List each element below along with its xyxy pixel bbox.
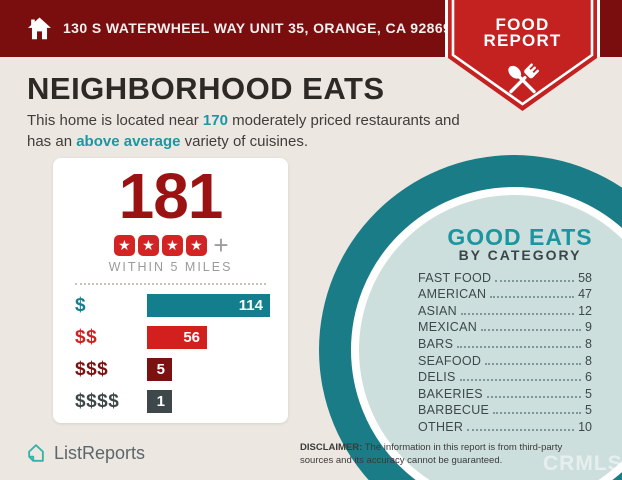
category-label: BARS [418,336,454,351]
price-bars: $114 $$ 56 $$$ 5 $$$$ 1 [75,294,275,422]
dotted-leader [461,312,575,315]
star-icon: ★ [161,234,183,256]
restaurant-count-highlight: 170 [202,112,228,129]
price-bar: 1 [147,390,172,413]
dotted-leader [486,395,582,398]
category-label: BARBECUE [418,403,490,418]
good-eats-title: GOOD EATS [447,224,593,250]
category-label: OTHER [418,419,464,434]
disclaimer-text: The information in this report is from t… [300,442,563,466]
disclaimer: DISCLAIMER: The information in this repo… [300,441,568,467]
good-eats-subtitle: BY CATEGORY [458,247,582,263]
good-eats-circle [351,187,622,480]
above-average-highlight: above average [76,133,181,150]
price-level-label: $$ [75,326,98,348]
price-level-label: $$$ [75,358,109,380]
category-row: BAKERIES 5 [418,384,592,401]
crmls-watermark: CRMLS [543,452,622,475]
subtitle: This home is located near 170 moderately… [27,110,460,152]
dotted-separator [75,283,266,285]
price-bar: 56 [147,326,207,349]
price-level-label: $ [75,294,87,316]
badge-separator-right [597,0,600,57]
subtitle-line2: has an above average variety of cuisines… [27,133,309,150]
category-row: DELIS 6 [418,368,592,385]
home-icon [28,17,51,40]
star-icon: ★ [185,234,207,256]
category-value: 8 [585,353,592,368]
category-value: 8 [585,336,592,351]
category-value: 58 [578,270,592,285]
category-list: FAST FOOD 58 AMERICAN 47 ASIAN 12 MEXICAN 9 BARS… [418,268,592,434]
category-value: 6 [585,370,592,385]
price-bar: 5 [147,358,172,381]
star-icon: ★ [137,234,159,256]
category-value: 9 [585,320,592,335]
star-rating: + ★ ★ ★ ★ [53,229,288,260]
price-row: $$ 56 [75,326,275,349]
category-label: MEXICAN [418,320,478,335]
stats-card: 181 + ★ ★ ★ ★ WITHIN 5 MILES $114 $$ 56 $$$ 5 $$… [53,158,288,423]
subtitle-line1: This home is located near 170 moderately… [27,112,460,129]
price-row: $$$$ 1 [75,390,275,413]
dotted-leader [459,379,582,382]
radius-label: WITHIN 5 MILES [108,260,233,274]
category-label: SEAFOOD [418,353,482,368]
crossed-utensils-icon [508,63,540,94]
category-row: BARBECUE 5 [418,401,592,418]
category-value: 5 [585,403,592,418]
price-level-label: $$$$ [75,390,120,412]
category-row: SEAFOOD 8 [418,351,592,368]
badge-separator-left [445,0,448,57]
badge-line1: FOOD [495,15,550,34]
page-title: NEIGHBORHOOD EATS [27,71,385,106]
dotted-leader [467,428,575,431]
category-label: ASIAN [418,303,458,318]
category-label: BAKERIES [418,386,483,401]
brand-name: ListReports [54,442,146,463]
listreports-logo: ListReports [25,442,145,464]
restaurant-total-count: 181 [118,160,224,232]
listreports-house-icon [28,444,44,462]
badge-title: FOOD REPORT [448,15,597,50]
dotted-leader [481,329,582,332]
price-row: $$$ 5 [75,358,275,381]
category-value: 47 [578,287,592,302]
category-value: 10 [578,419,592,434]
property-address: 130 S WATERWHEEL WAY UNIT 35, ORANGE, CA… [63,20,452,36]
food-report-badge: FOOD REPORT [448,0,597,114]
dotted-leader [485,362,582,365]
dotted-leader [493,412,582,415]
dotted-leader [490,296,575,299]
category-row: AMERICAN 47 [418,285,592,302]
badge-line2: REPORT [483,31,562,50]
category-label: AMERICAN [418,287,487,302]
category-row: OTHER 10 [418,417,592,434]
category-row: MEXICAN 9 [418,318,592,335]
dotted-leader [457,345,582,348]
category-label: FAST FOOD [418,270,492,285]
disclaimer-label: DISCLAIMER: [300,442,363,453]
badge-ribbon-shape [448,0,597,111]
plus-sign: + [213,229,229,260]
category-label: DELIS [418,370,456,385]
price-bar: 114 [147,294,270,317]
category-row: BARS 8 [418,334,592,351]
dotted-leader [495,279,575,282]
category-row: FAST FOOD 58 [418,268,592,285]
category-value: 12 [578,303,592,318]
price-row: $114 [75,294,275,317]
category-row: ASIAN 12 [418,301,592,318]
star-icon: ★ [113,234,135,256]
category-value: 5 [585,386,592,401]
